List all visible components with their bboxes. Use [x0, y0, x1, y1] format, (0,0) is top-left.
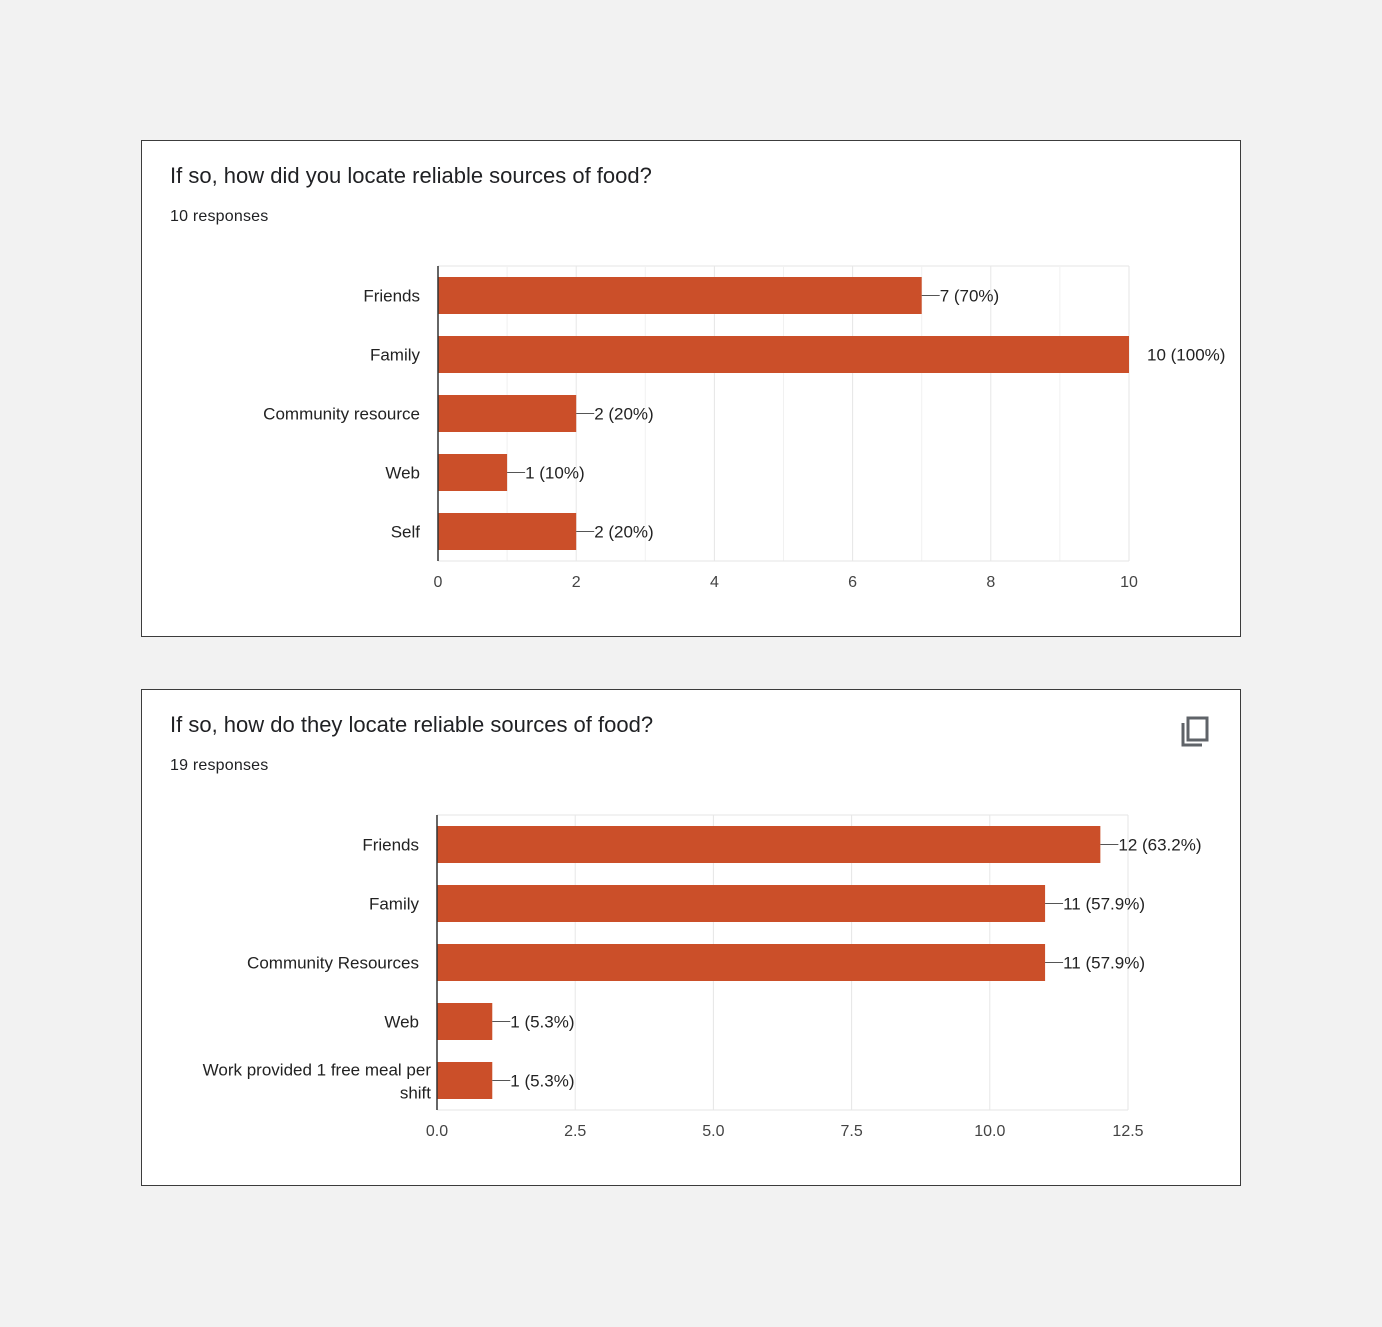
category-label: Community Resources [247, 954, 419, 973]
bar[interactable] [438, 395, 577, 432]
x-tick-label: 12.5 [1112, 1123, 1143, 1140]
bar[interactable] [437, 826, 1101, 863]
bar-chart-1: 0 2 4 6 8 10 Friends 7 (70%) Family 10 (100%) Comm… [263, 265, 1225, 591]
bar[interactable] [437, 885, 1046, 922]
x-tick-label: 10 [1120, 574, 1138, 591]
data-label: 2 (20%) [594, 523, 654, 542]
x-tick-label: 5.0 [702, 1123, 724, 1140]
bar[interactable] [438, 454, 508, 491]
copy-icon [1181, 716, 1209, 747]
category-label: Web [385, 464, 420, 483]
chart-card-1: If so, how did you locate reliable sourc… [141, 140, 1241, 637]
data-label: 1 (5.3%) [510, 1072, 574, 1091]
data-label: 11 (57.9%) [1063, 954, 1145, 973]
bar[interactable] [438, 513, 577, 550]
data-label: 7 (70%) [940, 287, 1000, 306]
x-tick-label: 2.5 [564, 1123, 586, 1140]
x-tick-label: 2 [572, 574, 581, 591]
x-tick-label: 0 [434, 574, 443, 591]
x-tick-label: 0.0 [426, 1123, 448, 1140]
bar[interactable] [437, 1003, 493, 1040]
bar[interactable] [437, 944, 1046, 981]
category-label: Web [384, 1013, 419, 1032]
data-label: 11 (57.9%) [1063, 895, 1145, 914]
data-label: 1 (5.3%) [510, 1013, 574, 1032]
copy-chart-button[interactable] [1178, 714, 1214, 750]
bar[interactable] [437, 1062, 493, 1099]
category-label: Friends [362, 836, 419, 855]
data-label: 2 (20%) [594, 405, 654, 424]
card-title: If so, how do they locate reliable sourc… [170, 712, 654, 737]
category-label: Self [391, 523, 421, 542]
data-label: 1 (10%) [525, 464, 585, 483]
x-tick-label: 10.0 [974, 1123, 1005, 1140]
chart-card-2: If so, how do they locate reliable sourc… [141, 689, 1241, 1186]
x-tick-label: 6 [848, 574, 857, 591]
data-label: 10 (100%) [1147, 346, 1225, 365]
category-label: Work provided 1 free meal per shift [203, 1061, 432, 1103]
category-label: Community resource [263, 405, 420, 424]
response-count: 10 responses [170, 208, 269, 225]
bar-chart-2: 0.0 2.5 5.0 7.5 10.0 12.5 Friends 12 (63.2%) Fam… [203, 814, 1202, 1140]
card-title: If so, how did you locate reliable sourc… [170, 163, 652, 188]
category-label: Family [369, 895, 420, 914]
x-tick-label: 8 [986, 574, 995, 591]
data-label: 12 (63.2%) [1118, 836, 1201, 855]
x-tick-label: 4 [710, 574, 719, 591]
bar[interactable] [438, 277, 922, 314]
category-label: Friends [363, 287, 420, 306]
response-count: 19 responses [170, 757, 269, 774]
bar[interactable] [438, 336, 1129, 373]
category-label: Family [370, 346, 421, 365]
x-tick-label: 7.5 [840, 1123, 862, 1140]
